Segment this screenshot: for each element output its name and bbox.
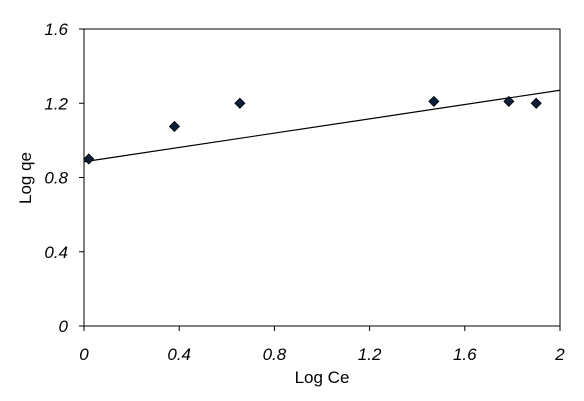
x-tick-label: 2 xyxy=(554,345,565,364)
y-axis-ticks: 0 0.4 0.8 1.2 1.6 xyxy=(44,20,84,336)
data-point xyxy=(503,95,515,107)
x-tick-label: 0.8 xyxy=(263,345,287,364)
data-points xyxy=(83,95,542,165)
data-point xyxy=(428,95,440,107)
data-point xyxy=(530,97,542,109)
y-tick-label: 0.8 xyxy=(44,169,68,188)
x-tick-label: 1.6 xyxy=(453,345,477,364)
x-tick-label: 1.2 xyxy=(358,345,382,364)
plot-area xyxy=(83,28,561,327)
data-point xyxy=(168,120,181,133)
y-tick-label: 0.4 xyxy=(44,243,68,262)
x-axis-ticks: 0 0.4 0.8 1.2 1.6 2 xyxy=(79,326,565,364)
trendline-group xyxy=(83,89,561,163)
data-point xyxy=(83,153,95,165)
y-tick-label: 1.6 xyxy=(44,20,68,39)
x-tick-label: 0.4 xyxy=(167,345,191,364)
data-point xyxy=(234,97,246,109)
y-tick-label: 0 xyxy=(59,317,69,336)
x-tick-label: 0 xyxy=(79,345,89,364)
trendline xyxy=(83,89,561,163)
x-axis-title: Log Ce xyxy=(295,368,350,387)
y-axis-title: Log qe xyxy=(16,152,35,204)
y-tick-label: 1.2 xyxy=(44,94,68,113)
